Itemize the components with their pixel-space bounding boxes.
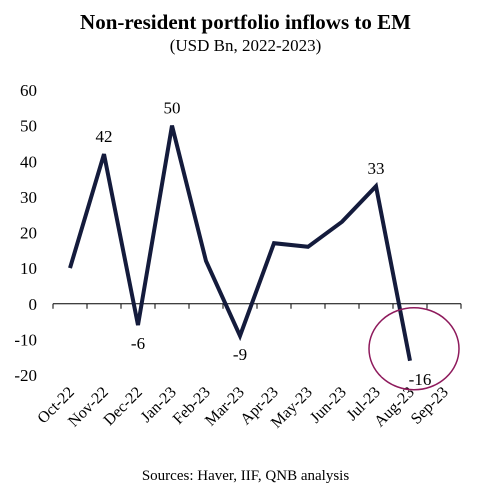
chart-title: Non-resident portfolio inflows to EM [80,10,411,34]
data-label: -16 [409,370,432,389]
x-axis-tick-labels: Oct-22Nov-22Dec-22Jan-23Feb-23Mar-23Apr-… [34,384,451,432]
y-tick-label: 40 [20,152,37,171]
y-tick-label: -20 [14,366,37,385]
y-tick-label: -10 [14,330,37,349]
y-tick-label: 50 [20,117,37,136]
y-axis-tick-labels: -20 -10 0 10 20 30 40 50 60 [14,81,37,385]
y-tick-label: 30 [20,188,37,207]
chart-subtitle: (USD Bn, 2022-2023) [169,36,322,55]
series-line [68,125,412,362]
y-tick-label: 60 [20,81,37,100]
data-labels: 42 -6 50 -9 33 -16 [96,99,432,389]
y-tick-label: 0 [29,295,38,314]
chart-source: Sources: Haver, IIF, QNB analysis [141,468,350,484]
x-axis-tick-marks [52,303,462,309]
highlight-circle [368,307,460,391]
x-tick-label: Mar-23 [202,384,248,430]
y-tick-label: 10 [20,259,37,278]
data-label: -9 [233,345,247,364]
x-tick-label: Jun-23 [307,384,350,427]
y-tick-label: 20 [20,224,37,243]
data-label: 42 [96,127,113,146]
data-label: -6 [131,334,145,353]
x-tick-label: Dec-22 [101,384,146,429]
data-label: 33 [368,159,385,178]
data-label: 50 [164,99,181,118]
